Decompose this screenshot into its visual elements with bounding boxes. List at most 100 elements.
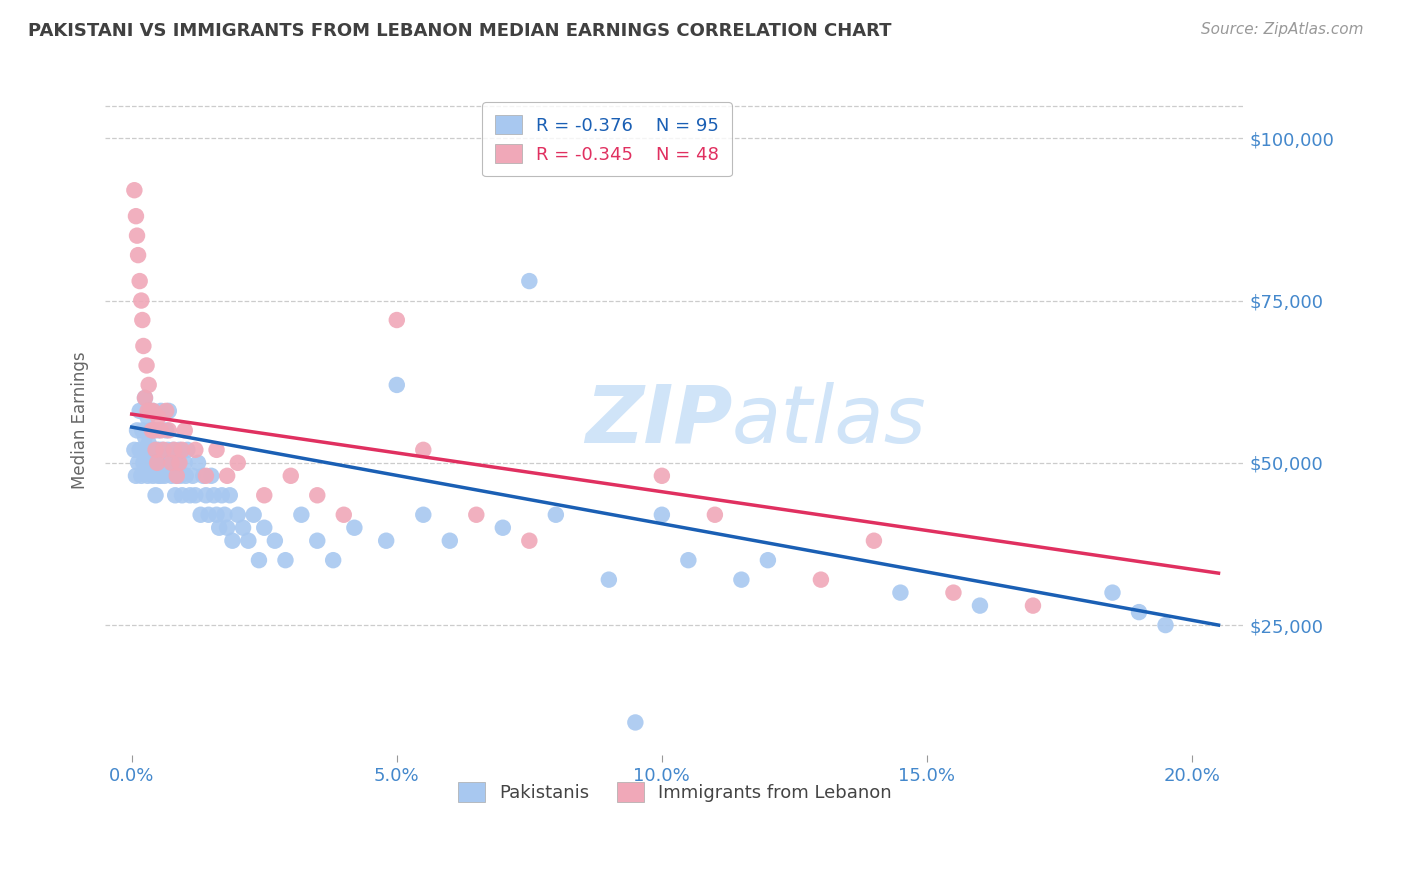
Pakistanis — [678, 553, 700, 567]
Immigrants from Lebanon — [148, 410, 170, 425]
Pakistanis — [153, 468, 176, 483]
Pakistanis — [160, 468, 183, 483]
Immigrants from Lebanon — [517, 533, 540, 548]
Pakistanis — [544, 508, 567, 522]
Pakistanis — [214, 508, 236, 522]
Pakistanis — [127, 456, 149, 470]
Immigrants from Lebanon — [124, 183, 146, 197]
Pakistanis — [152, 442, 174, 457]
Pakistanis — [385, 378, 408, 392]
Pakistanis — [238, 533, 260, 548]
Pakistanis — [166, 468, 188, 483]
Immigrants from Lebanon — [184, 442, 207, 457]
Y-axis label: Median Earnings: Median Earnings — [72, 351, 89, 490]
Immigrants from Lebanon — [194, 468, 217, 483]
Immigrants from Lebanon — [169, 456, 191, 470]
Immigrants from Lebanon — [173, 423, 195, 437]
Pakistanis — [128, 404, 150, 418]
Pakistanis — [138, 436, 160, 450]
Pakistanis — [167, 456, 190, 470]
Immigrants from Lebanon — [149, 423, 172, 437]
Immigrants from Lebanon — [125, 209, 148, 223]
Pakistanis — [128, 442, 150, 457]
Pakistanis — [197, 508, 219, 522]
Pakistanis — [148, 423, 170, 437]
Pakistanis — [132, 456, 155, 470]
Immigrants from Lebanon — [142, 404, 165, 418]
Pakistanis — [165, 488, 187, 502]
Pakistanis — [143, 423, 166, 437]
Immigrants from Lebanon — [160, 456, 183, 470]
Pakistanis — [412, 508, 434, 522]
Pakistanis — [184, 488, 207, 502]
Immigrants from Lebanon — [412, 442, 434, 457]
Pakistanis — [211, 488, 233, 502]
Immigrants from Lebanon — [141, 423, 163, 437]
Immigrants from Lebanon — [465, 508, 488, 522]
Immigrants from Lebanon — [143, 423, 166, 437]
Pakistanis — [242, 508, 264, 522]
Pakistanis — [135, 442, 157, 457]
Pakistanis — [139, 423, 162, 437]
Immigrants from Lebanon — [152, 442, 174, 457]
Immigrants from Lebanon — [172, 442, 194, 457]
Pakistanis — [375, 533, 398, 548]
Pakistanis — [1154, 618, 1177, 632]
Pakistanis — [205, 508, 228, 522]
Pakistanis — [889, 585, 911, 599]
Pakistanis — [202, 488, 225, 502]
Immigrants from Lebanon — [226, 456, 249, 470]
Pakistanis — [226, 508, 249, 522]
Pakistanis — [134, 430, 156, 444]
Immigrants from Lebanon — [134, 391, 156, 405]
Pakistanis — [173, 456, 195, 470]
Legend: Pakistanis, Immigrants from Lebanon: Pakistanis, Immigrants from Lebanon — [447, 772, 903, 813]
Pakistanis — [148, 442, 170, 457]
Pakistanis — [155, 423, 177, 437]
Immigrants from Lebanon — [333, 508, 356, 522]
Pakistanis — [218, 488, 240, 502]
Pakistanis — [756, 553, 779, 567]
Pakistanis — [253, 521, 276, 535]
Immigrants from Lebanon — [157, 423, 180, 437]
Pakistanis — [136, 410, 159, 425]
Pakistanis — [125, 468, 148, 483]
Immigrants from Lebanon — [703, 508, 725, 522]
Pakistanis — [172, 488, 194, 502]
Pakistanis — [145, 456, 167, 470]
Immigrants from Lebanon — [163, 442, 186, 457]
Pakistanis — [969, 599, 991, 613]
Pakistanis — [221, 533, 243, 548]
Pakistanis — [162, 442, 184, 457]
Immigrants from Lebanon — [128, 274, 150, 288]
Pakistanis — [163, 456, 186, 470]
Pakistanis — [190, 508, 212, 522]
Pakistanis — [307, 533, 329, 548]
Immigrants from Lebanon — [155, 404, 177, 418]
Pakistanis — [169, 442, 191, 457]
Immigrants from Lebanon — [166, 468, 188, 483]
Pakistanis — [730, 573, 752, 587]
Pakistanis — [129, 468, 152, 483]
Text: ZIP: ZIP — [585, 382, 733, 459]
Pakistanis — [149, 468, 172, 483]
Immigrants from Lebanon — [217, 468, 239, 483]
Pakistanis — [208, 521, 231, 535]
Pakistanis — [194, 488, 217, 502]
Pakistanis — [157, 404, 180, 418]
Pakistanis — [142, 468, 165, 483]
Immigrants from Lebanon — [307, 488, 329, 502]
Pakistanis — [176, 442, 198, 457]
Pakistanis — [131, 423, 153, 437]
Pakistanis — [159, 456, 181, 470]
Pakistanis — [169, 468, 191, 483]
Pakistanis — [149, 404, 172, 418]
Pakistanis — [142, 404, 165, 418]
Pakistanis — [439, 533, 461, 548]
Pakistanis — [193, 468, 215, 483]
Immigrants from Lebanon — [129, 293, 152, 308]
Immigrants from Lebanon — [125, 228, 148, 243]
Pakistanis — [651, 508, 673, 522]
Immigrants from Lebanon — [651, 468, 673, 483]
Pakistanis — [136, 468, 159, 483]
